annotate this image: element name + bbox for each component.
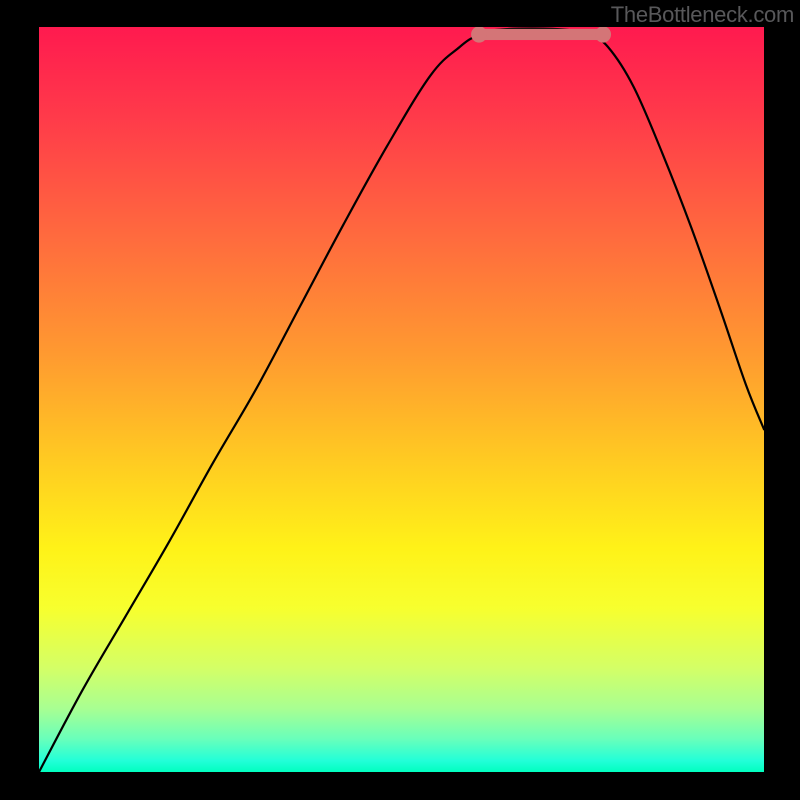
- curve-layer: [39, 27, 764, 772]
- watermark-text: TheBottleneck.com: [611, 2, 794, 28]
- optimal-range-end-cap: [595, 27, 611, 43]
- optimal-range-start-cap: [471, 27, 487, 43]
- plot-area: [39, 27, 764, 772]
- optimal-range-band: [479, 29, 603, 40]
- chart-container: TheBottleneck.com: [0, 0, 800, 800]
- bottleneck-curve: [39, 28, 764, 772]
